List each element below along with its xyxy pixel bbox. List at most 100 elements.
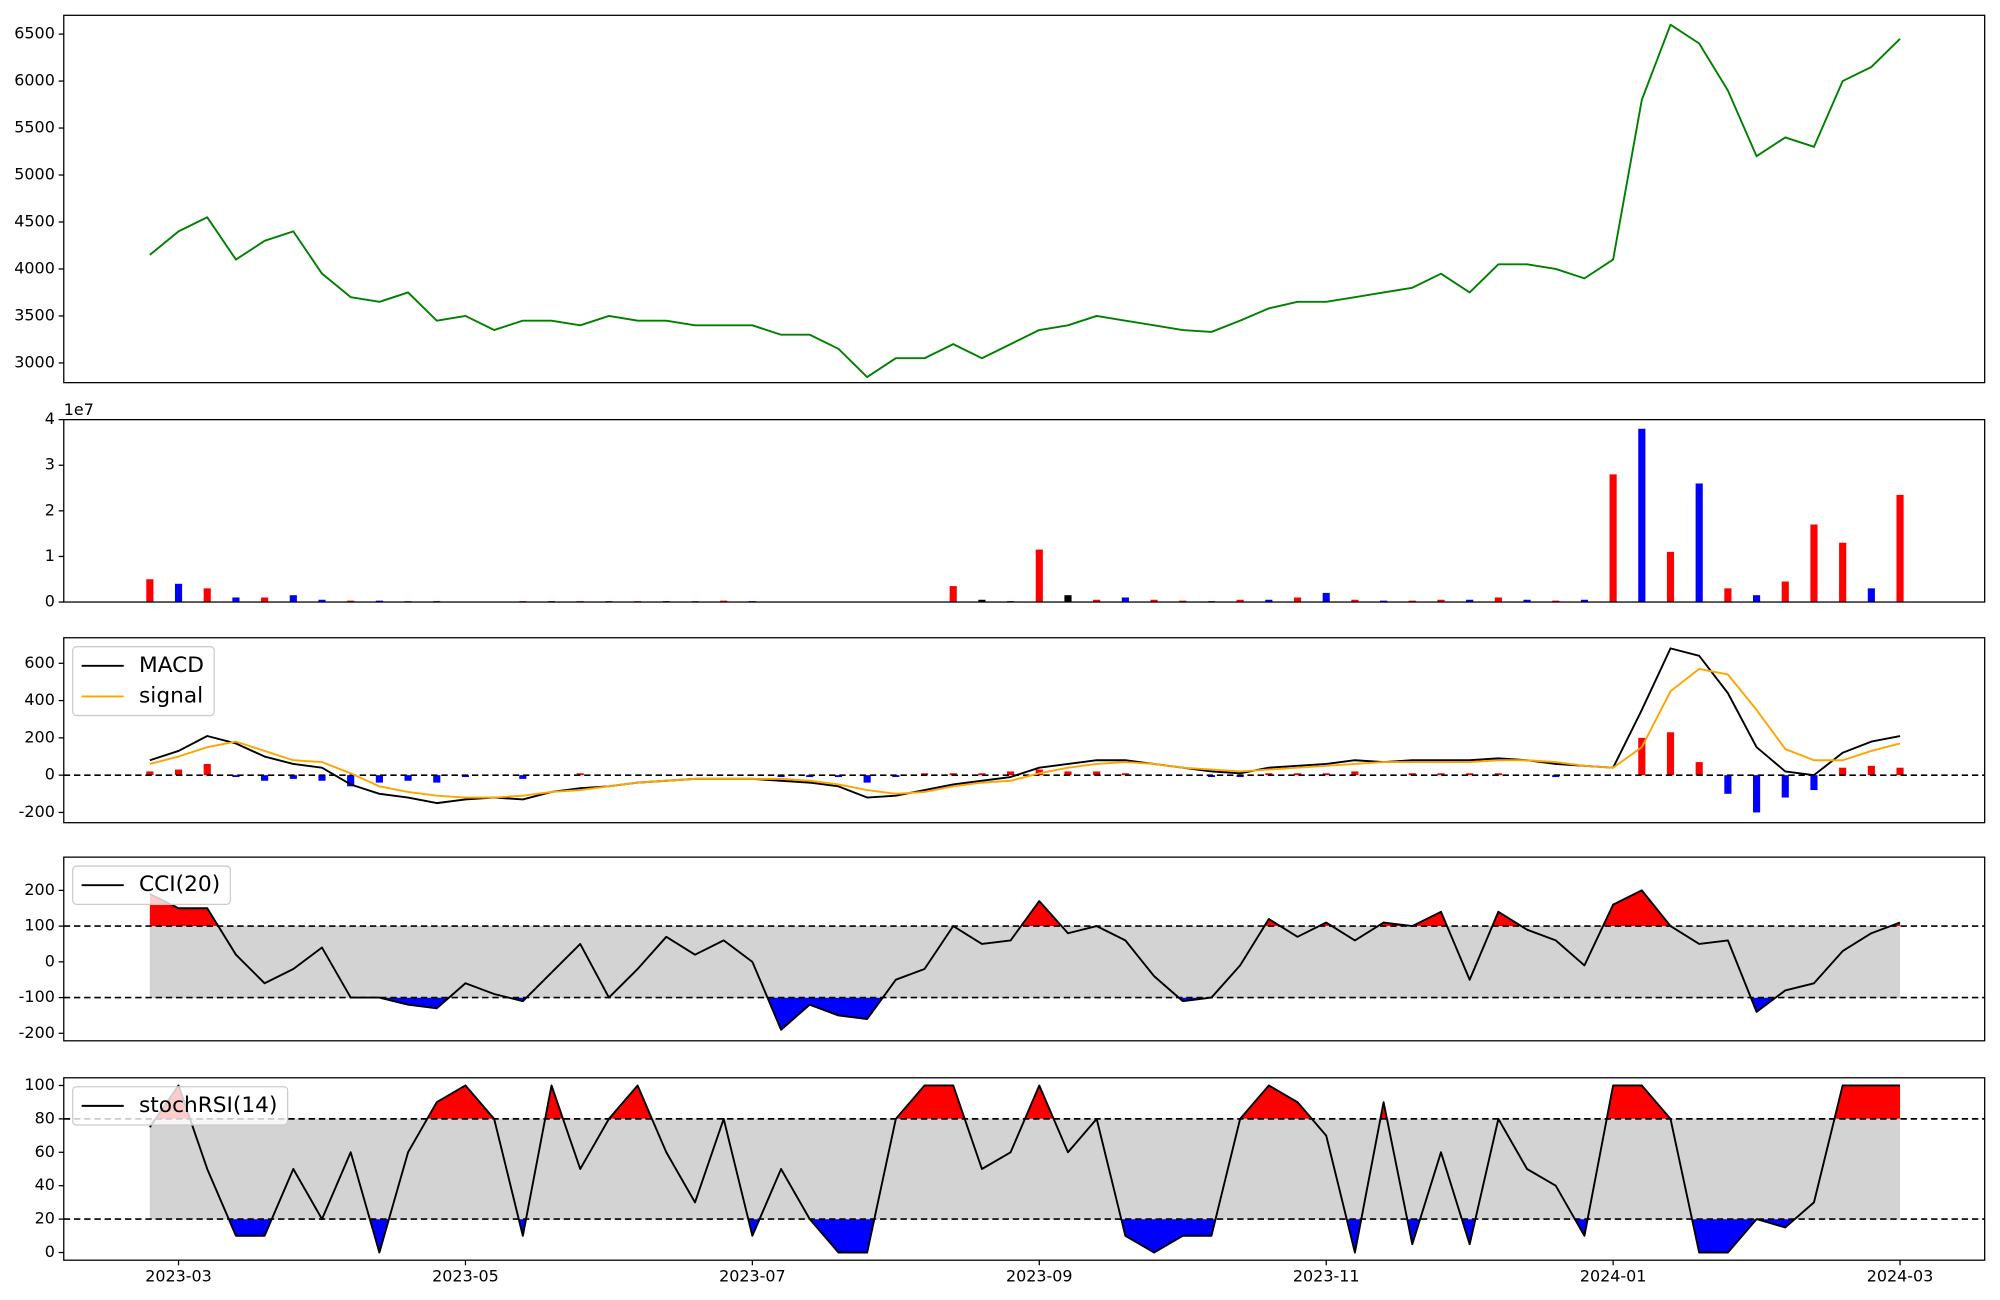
- y-tick-label: 0: [45, 592, 55, 611]
- legend: CCI(20): [72, 865, 232, 905]
- y-tick-label: 60: [35, 1142, 55, 1161]
- legend: stochRSI(14): [72, 1086, 289, 1126]
- y-tick-label: 3: [45, 455, 55, 474]
- y-tick-label: 0: [45, 765, 55, 784]
- y-tick-label: 1: [45, 546, 55, 565]
- histogram-bar: [806, 775, 814, 778]
- bar: [1150, 599, 1158, 603]
- y-tick-label: 200: [24, 727, 54, 746]
- bar: [1437, 599, 1445, 603]
- y-tick-label: 40: [35, 1175, 55, 1194]
- axes-frame: [63, 856, 1986, 1042]
- histogram-bar: [1810, 775, 1818, 791]
- bar: [1064, 595, 1072, 603]
- histogram-bar: [1753, 775, 1761, 813]
- line: [149, 667, 1901, 799]
- histogram-bar: [777, 775, 785, 778]
- histogram-bar: [146, 771, 154, 776]
- bar: [1351, 599, 1359, 603]
- x-tick-label: 2023-07: [719, 1266, 786, 1285]
- y-tick-label: 200: [24, 880, 54, 899]
- x-tick-label: 2024-01: [1580, 1266, 1647, 1285]
- histogram-bar: [203, 763, 211, 776]
- bar: [1724, 588, 1732, 603]
- histogram-bar: [1236, 775, 1244, 778]
- bar: [1781, 581, 1789, 603]
- legend-text: MACD: [139, 653, 204, 678]
- histogram-bar: [1007, 771, 1015, 776]
- histogram-bar: [920, 773, 929, 776]
- y-tick-label: 80: [35, 1108, 55, 1127]
- line: [149, 1084, 1901, 1254]
- histogram-bar: [863, 775, 871, 783]
- bar: [720, 600, 728, 603]
- y-tick-label: 3000: [14, 352, 55, 371]
- histogram-bar: [1666, 732, 1675, 776]
- bar: [1638, 428, 1646, 603]
- bar: [1523, 599, 1531, 603]
- bar: [1466, 599, 1474, 603]
- band: [149, 1118, 1901, 1220]
- line: [149, 23, 1901, 378]
- bar: [1093, 599, 1101, 603]
- histogram-bar: [1494, 773, 1502, 776]
- bar: [1695, 483, 1703, 603]
- bar: [318, 599, 326, 603]
- histogram-bar: [1322, 773, 1330, 776]
- x-tick-label: 2023-03: [145, 1266, 212, 1285]
- histogram-bar: [174, 769, 183, 776]
- histogram-bar: [1408, 773, 1416, 776]
- x-tick-label: 2023-09: [1006, 1266, 1073, 1285]
- legend-text: CCI(20): [139, 872, 220, 897]
- histogram-bar: [1293, 773, 1302, 776]
- bar: [1236, 599, 1244, 603]
- y-tick-label: 4: [45, 409, 55, 428]
- lower-area: [149, 1219, 1901, 1253]
- histogram-bar: [1121, 773, 1129, 776]
- bar: [978, 599, 986, 603]
- offset-label: 1e7: [64, 400, 94, 419]
- bar: [375, 600, 383, 603]
- bar: [1322, 592, 1330, 603]
- y-tick-label: 0: [45, 1242, 55, 1261]
- bar: [1666, 551, 1675, 603]
- histogram-bar: [318, 775, 326, 781]
- axes-frame: [63, 637, 1986, 824]
- y-tick-label: 20: [35, 1209, 55, 1228]
- legend-box: [72, 865, 232, 905]
- bar: [1494, 597, 1502, 603]
- y-tick-label: 6500: [14, 24, 55, 43]
- bar: [949, 586, 957, 603]
- bar: [1265, 599, 1273, 603]
- histogram-bar: [375, 775, 383, 783]
- x-tick-label: 2024-03: [1867, 1266, 1934, 1285]
- histogram-bar: [461, 775, 470, 778]
- y-tick-label: 5000: [14, 165, 55, 184]
- histogram-bar: [978, 773, 986, 776]
- bar: [1179, 600, 1187, 603]
- histogram-bar: [1437, 773, 1445, 776]
- histogram-bar: [1724, 775, 1732, 794]
- axes-frame: [63, 1077, 1986, 1261]
- histogram-bar: [1265, 773, 1273, 776]
- histogram-bar: [1695, 762, 1703, 776]
- y-tick-label: 3500: [14, 305, 55, 324]
- legend-text: signal: [139, 683, 203, 708]
- bar: [1121, 597, 1129, 603]
- axes-frame: [63, 14, 1986, 384]
- histogram-bar: [519, 775, 527, 779]
- y-tick-label: -100: [19, 987, 55, 1006]
- histogram-bar: [433, 775, 441, 783]
- y-tick-label: 100: [24, 1075, 54, 1094]
- y-tick-label: 0: [45, 951, 55, 970]
- histogram-bar: [232, 775, 240, 778]
- bar: [1293, 597, 1302, 603]
- bar: [232, 597, 240, 603]
- histogram-bar: [289, 775, 297, 779]
- bar: [1380, 600, 1388, 603]
- bar: [1896, 494, 1904, 603]
- bar: [347, 600, 355, 603]
